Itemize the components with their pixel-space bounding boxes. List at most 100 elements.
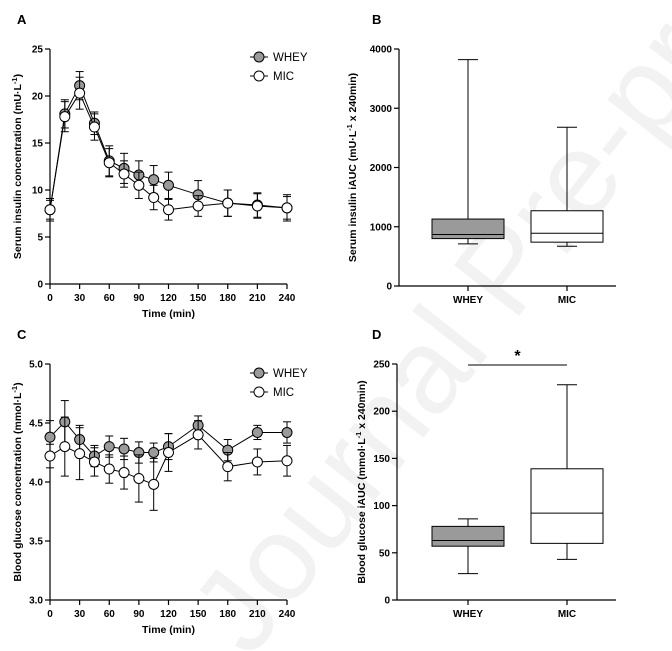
x-tick-label: 150 — [190, 609, 207, 620]
data-point-whey — [148, 174, 160, 186]
legend-label-whey: WHEY — [273, 368, 308, 380]
series-mic — [44, 76, 293, 222]
y-tick-label: 0 — [386, 282, 392, 293]
y-axis-title: Serum insulin iAUC (mU·L-1 x 240min) — [345, 73, 360, 262]
data-point-mic — [88, 121, 100, 133]
data-point-mic — [44, 204, 56, 216]
y-tick-label: 100 — [373, 501, 390, 512]
y-tick-label: 0 — [384, 596, 390, 607]
series-mic — [44, 416, 293, 511]
x-tick-label: 210 — [249, 293, 266, 304]
panel-letter: D — [372, 327, 381, 342]
legend-marker-whey — [253, 367, 265, 379]
data-point-mic — [281, 202, 293, 214]
data-point-mic — [103, 157, 115, 169]
y-tick-label: 0 — [37, 280, 43, 291]
y-tick-label: 5.0 — [29, 360, 43, 371]
y-tick-label: 4.0 — [29, 478, 43, 489]
y-axis-title-part-2: ) — [12, 74, 24, 78]
box-iqr — [530, 210, 604, 243]
x-tick-label: 60 — [104, 609, 116, 620]
data-point-mic — [281, 455, 293, 467]
data-point-mic — [88, 456, 100, 468]
x-category-label: WHEY — [453, 609, 483, 620]
significance-marker: * — [514, 348, 521, 365]
y-axis-title-part-1: -1 — [10, 77, 19, 84]
y-tick-label: 25 — [32, 45, 44, 56]
x-tick-label: 120 — [160, 609, 177, 620]
y-tick-label: 5 — [37, 233, 43, 244]
data-point-mic — [148, 192, 160, 204]
data-point-mic — [222, 461, 234, 473]
x-tick-label: 240 — [279, 609, 296, 620]
panel-a-insulin-time-course: A 0 5 10 15 20 25 0 30 60 90 120 150 180 210 240 Time (m… — [10, 12, 308, 320]
x-axis-title: Time (min) — [142, 308, 195, 320]
x-tick-label: 30 — [74, 609, 86, 620]
data-point-mic — [163, 204, 174, 216]
y-axis-title-part-1: -1 — [345, 124, 354, 131]
y-tick-label: 1000 — [370, 222, 393, 233]
y-tick-label: 3.5 — [29, 537, 43, 548]
data-point-whey — [148, 447, 160, 458]
data-point-mic — [44, 450, 56, 462]
box-mic — [530, 126, 604, 247]
y-tick-label: 2000 — [370, 163, 393, 174]
y-tick-label: 3000 — [370, 104, 393, 115]
y-axis-title-part-0: Blood glucose iAUC (mmol·L — [356, 438, 368, 584]
x-tick-label: 90 — [133, 293, 145, 304]
box-whey — [431, 518, 505, 575]
data-point-mic — [74, 448, 86, 460]
y-axis-title: Blood glucose concentration (mmol·L-1) — [10, 382, 25, 581]
box-iqr — [431, 525, 505, 547]
data-point-whey — [163, 179, 174, 191]
x-tick-label: 180 — [219, 293, 236, 304]
y-tick-label: 50 — [379, 548, 391, 559]
x-tick-label: 0 — [47, 293, 53, 304]
y-tick-label: 4000 — [370, 45, 393, 56]
data-point-mic — [59, 111, 71, 123]
data-point-mic — [133, 179, 145, 191]
x-tick-label: 60 — [104, 293, 116, 304]
y-tick-label: 250 — [373, 360, 390, 371]
x-tick-label: 150 — [190, 293, 207, 304]
y-tick-label: 3.0 — [29, 596, 43, 607]
y-axis-title-part-1: -1 — [354, 432, 363, 439]
x-tick-label: 0 — [47, 609, 53, 620]
panel-d-glucose-iauc-boxplot: D 0 50 100 150 200 250 Blood glucose iAUC (mmol… — [354, 327, 616, 620]
data-point-mic — [59, 441, 71, 453]
data-point-whey — [103, 441, 115, 453]
legend-label-mic: MIC — [273, 71, 294, 83]
x-category-label: MIC — [558, 295, 576, 306]
box-iqr — [431, 218, 505, 240]
y-tick-label: 150 — [373, 454, 390, 465]
y-axis-title-part-0: Serum insulin iAUC (mU·L — [347, 130, 359, 262]
legend-marker-mic — [253, 386, 265, 398]
box-iqr — [530, 468, 604, 544]
x-category-label: WHEY — [453, 295, 483, 306]
x-tick-label: 90 — [133, 609, 145, 620]
data-point-mic — [251, 456, 263, 468]
data-point-whey — [44, 431, 56, 443]
y-axis-title-part-0: Blood glucose concentration (mmol·L — [12, 392, 24, 582]
data-point-whey — [118, 443, 130, 455]
y-axis-title: Serum insulin concentration (mU·L-1) — [10, 74, 25, 259]
x-category-label: MIC — [558, 609, 576, 620]
box-mic — [530, 384, 604, 560]
box-whey — [431, 59, 505, 245]
data-point-mic — [163, 447, 174, 458]
legend-label-whey: WHEY — [273, 52, 308, 64]
data-point-mic — [251, 200, 263, 212]
data-point-mic — [148, 478, 160, 490]
data-point-mic — [192, 429, 204, 441]
data-point-mic — [103, 463, 115, 475]
y-tick-label: 15 — [32, 139, 44, 150]
data-point-mic — [118, 467, 130, 479]
data-point-whey — [251, 426, 263, 438]
panel-b-insulin-iauc-boxplot: B 0 1000 2000 3000 4000 Serum insulin iAUC (mU… — [345, 12, 616, 306]
data-point-mic — [133, 472, 145, 484]
data-point-mic — [118, 168, 130, 180]
y-tick-label: 10 — [32, 186, 44, 197]
x-tick-label: 240 — [279, 293, 296, 304]
panel-letter: C — [17, 327, 27, 342]
y-axis-title-part-2: x 240min) — [356, 380, 368, 431]
